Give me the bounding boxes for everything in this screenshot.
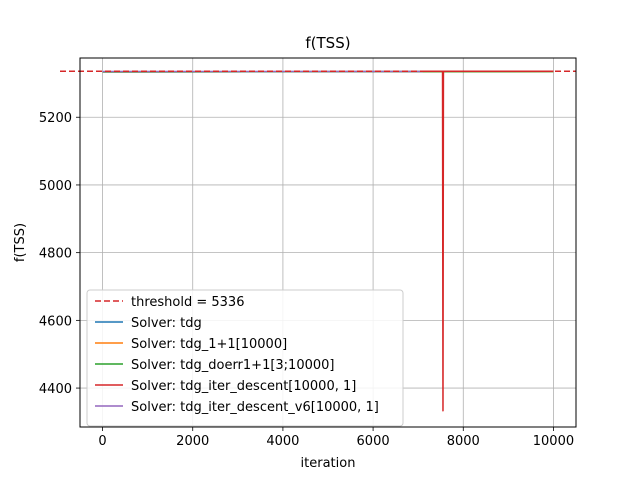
y-axis-title: f(TSS) [13, 223, 28, 262]
ticks: 0 2000 4000 6000 8000 10000 4400 4600 4800 5000 52… [39, 111, 574, 449]
x-axis-title: iteration [301, 456, 356, 471]
legend-label-1: Solver: tdg [131, 316, 202, 331]
x-tick-label: 8000 [447, 434, 480, 449]
y-tick-label: 5000 [39, 179, 72, 194]
plot-frame [79, 57, 577, 428]
legend-label-4: Solver: tdg_iter_descent[10000, 1] [131, 379, 356, 394]
y-tick-label: 5200 [39, 111, 72, 126]
legend-label-3: Solver: tdg_doerr1+1[3;10000] [131, 358, 335, 373]
y-tick-label: 4800 [39, 247, 72, 262]
x-tick-label: 10000 [533, 434, 574, 449]
legend-box [86, 289, 404, 427]
legend: threshold = 5336 Solver: tdg Solver: tdg_1… [86, 289, 404, 427]
x-tick-label: 4000 [266, 434, 299, 449]
series-layer [60, 70, 576, 412]
x-tick-label: 2000 [176, 434, 209, 449]
y-tick-label: 4400 [39, 382, 72, 397]
x-tick-label: 0 [98, 434, 106, 449]
series-line-3 [422, 70, 554, 412]
legend-label-0: threshold = 5336 [131, 295, 244, 310]
legend-label-2: Solver: tdg_1+1[10000] [131, 337, 287, 352]
y-tick-label: 4600 [39, 314, 72, 329]
legend-label-5: Solver: tdg_iter_descent_v6[10000, 1] [131, 400, 379, 415]
x-tick-label: 6000 [357, 434, 390, 449]
chart-title: f(TSS) [305, 34, 350, 52]
